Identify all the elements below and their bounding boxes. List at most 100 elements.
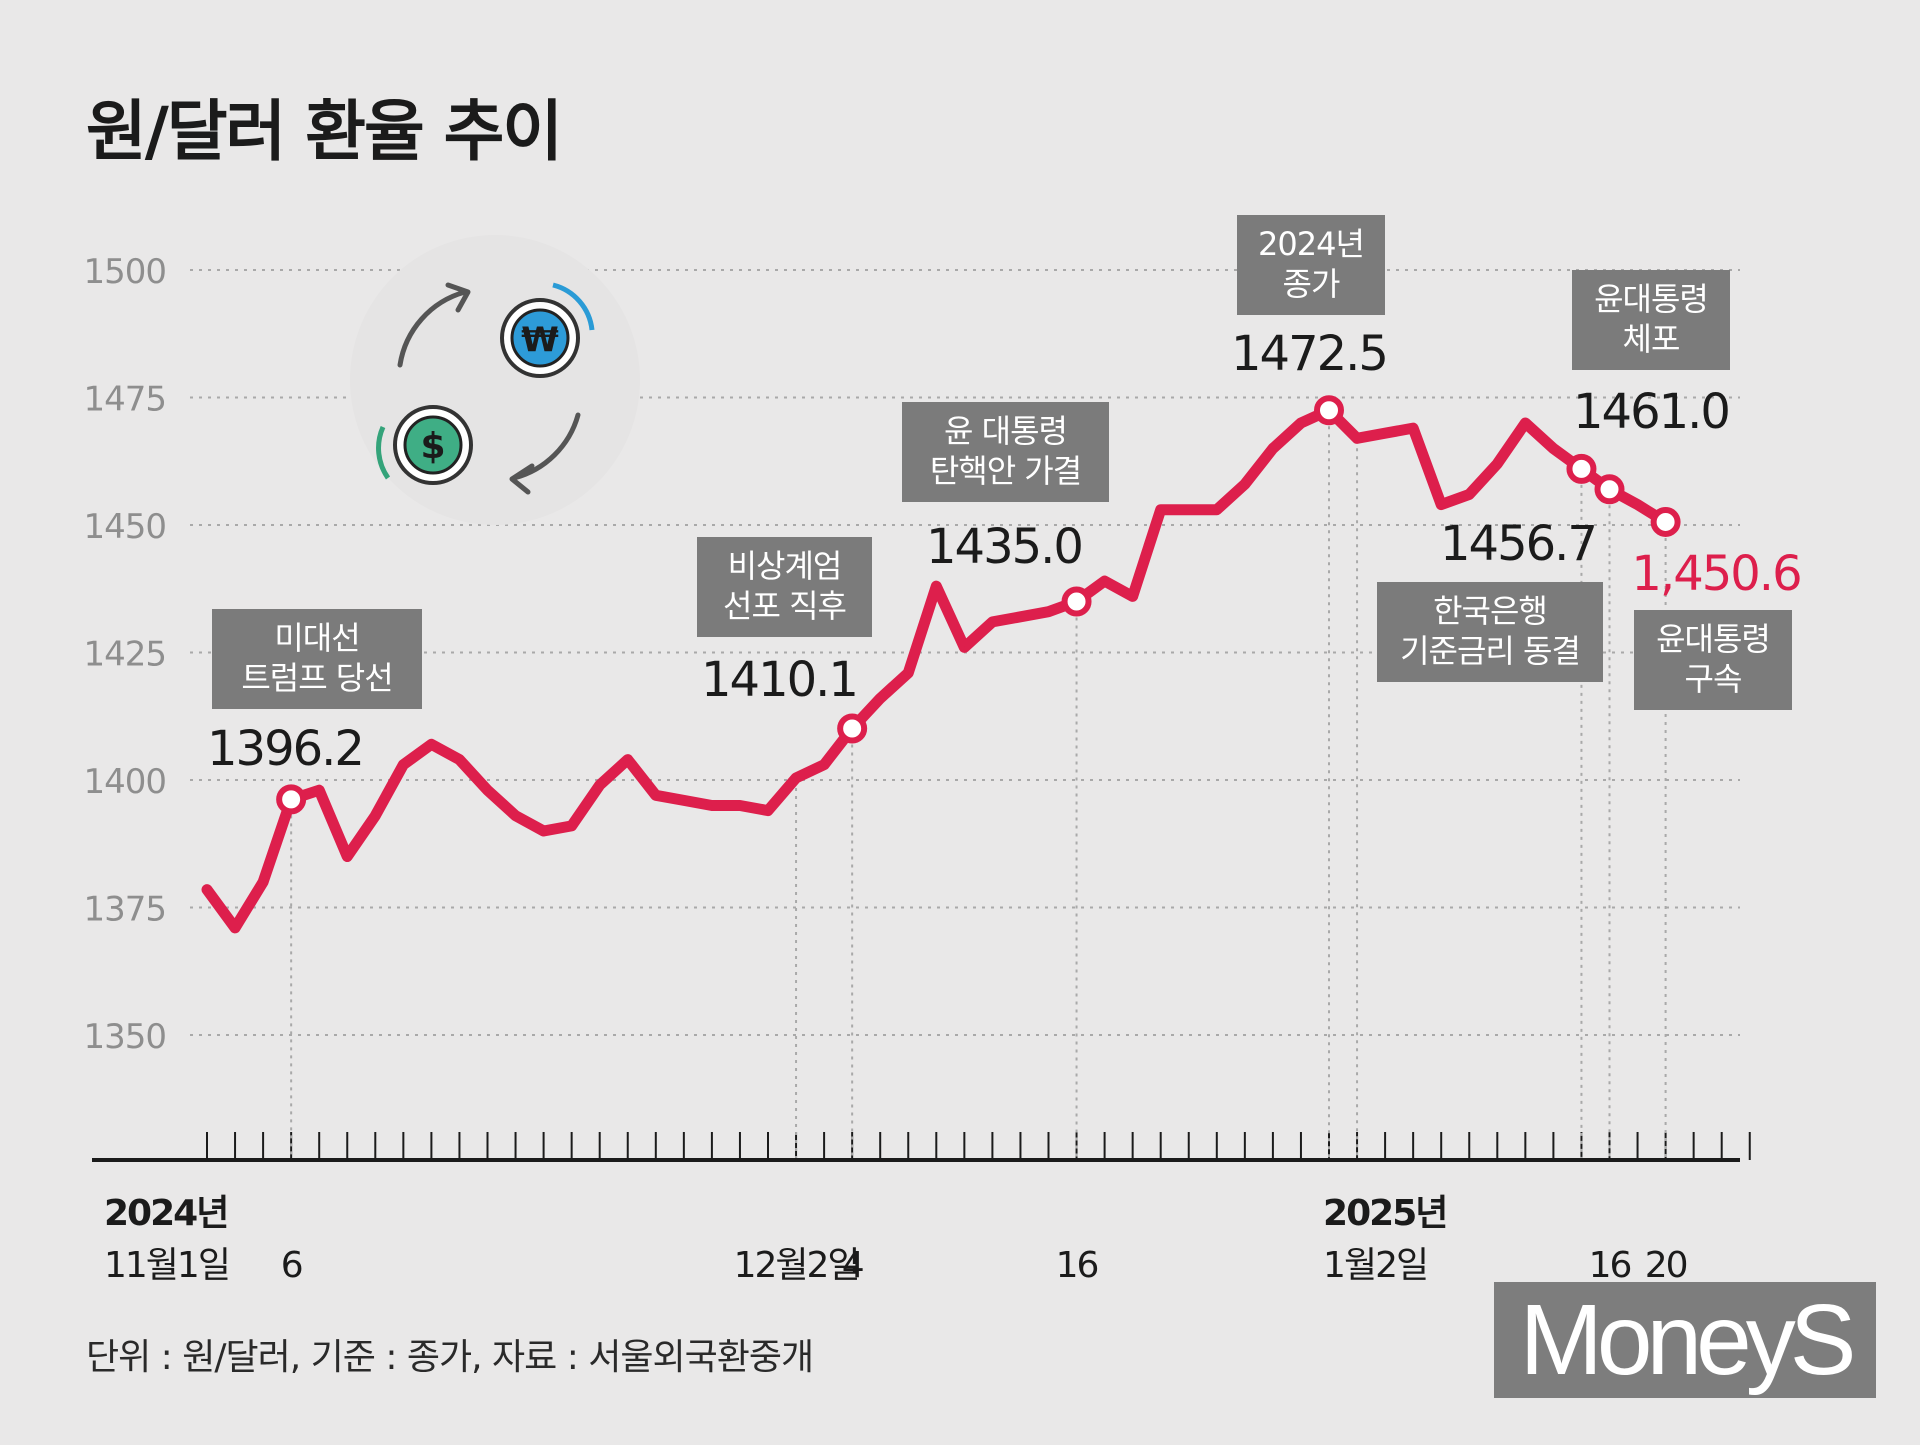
data-point bbox=[907, 672, 909, 674]
annotation-value: 1435.0 bbox=[926, 519, 1082, 575]
won-symbol: ₩ bbox=[521, 320, 559, 360]
annotation-value: 1456.7 bbox=[1440, 516, 1596, 572]
x-date-label: 1월2일 bbox=[1323, 1245, 1427, 1286]
x-date-label: 4 bbox=[842, 1245, 863, 1286]
data-point bbox=[1216, 509, 1218, 511]
chart-title: 원/달러 환율 추이 bbox=[86, 93, 563, 170]
data-marker bbox=[1566, 453, 1597, 484]
data-point bbox=[1104, 580, 1106, 582]
data-point bbox=[262, 881, 264, 883]
data-point bbox=[1244, 483, 1246, 485]
data-marker bbox=[837, 713, 868, 744]
data-point bbox=[458, 759, 460, 761]
data-point bbox=[515, 815, 517, 817]
x-year-label: 2025년 bbox=[1323, 1193, 1446, 1234]
dollar-coin-arc bbox=[376, 425, 391, 480]
data-point bbox=[991, 621, 993, 623]
data-point bbox=[206, 889, 208, 891]
data-point bbox=[1160, 509, 1162, 511]
annotation-label: 선포 직후 bbox=[723, 587, 846, 625]
data-point bbox=[1468, 493, 1470, 495]
annotation-label: 비상계엄 bbox=[728, 547, 842, 585]
x-year-label: 2024년 bbox=[104, 1193, 227, 1234]
data-point bbox=[1048, 611, 1049, 613]
annotation-label: 한국은행 bbox=[1433, 592, 1547, 630]
annotation-box bbox=[1634, 610, 1792, 710]
annotation-label: 트럼프 당선 bbox=[241, 659, 392, 697]
y-tick-label: 1500 bbox=[83, 252, 166, 292]
data-marker bbox=[1314, 395, 1344, 426]
data-point bbox=[599, 784, 601, 786]
annotation-label: 윤 대통령 bbox=[944, 412, 1067, 450]
dollar-symbol: $ bbox=[420, 426, 445, 467]
annotation-label: 미대선 bbox=[274, 619, 359, 657]
annotation-label: 2024년 bbox=[1258, 225, 1364, 263]
data-point bbox=[234, 927, 236, 929]
x-date-label: 20 bbox=[1645, 1245, 1687, 1286]
data-point bbox=[935, 585, 937, 587]
data-point bbox=[1356, 437, 1358, 439]
data-point bbox=[627, 759, 629, 761]
data-point bbox=[1412, 427, 1414, 429]
x-date-label: 16 bbox=[1589, 1245, 1631, 1286]
annotation-label: 구속 bbox=[1685, 660, 1742, 698]
data-point bbox=[739, 805, 741, 806]
data-point bbox=[1637, 504, 1639, 506]
data-point bbox=[823, 764, 825, 766]
currency-exchange-icon: ₩$ bbox=[350, 235, 640, 525]
arrow-top-head bbox=[445, 282, 471, 313]
data-point bbox=[1496, 463, 1498, 465]
data-point bbox=[430, 743, 432, 745]
data-point bbox=[318, 789, 320, 791]
annotation-box bbox=[1377, 582, 1603, 682]
data-point bbox=[1300, 422, 1302, 424]
annotation-label: 윤대통령 bbox=[1656, 620, 1770, 658]
x-date-label: 6 bbox=[281, 1245, 302, 1286]
source-note: 단위 : 원/달러, 기준 : 종가, 자료 : 서울외국환중개 bbox=[86, 1337, 814, 1378]
annotation-label: 윤대통령 bbox=[1594, 280, 1708, 318]
data-point bbox=[767, 810, 769, 812]
data-point bbox=[683, 799, 685, 801]
data-point bbox=[374, 815, 376, 817]
dollar-coin bbox=[403, 415, 463, 475]
data-point bbox=[487, 789, 488, 791]
arrow-bottom bbox=[511, 412, 581, 481]
y-tick-label: 1450 bbox=[83, 507, 166, 547]
data-point bbox=[402, 764, 404, 766]
y-tick-label: 1375 bbox=[83, 890, 166, 930]
y-tick-label: 1400 bbox=[83, 762, 166, 802]
won-coin bbox=[510, 308, 570, 368]
data-point bbox=[1440, 504, 1442, 506]
y-tick-label: 1350 bbox=[83, 1017, 166, 1057]
data-point bbox=[1272, 448, 1274, 449]
annotation-label: 종가 bbox=[1283, 265, 1340, 303]
data-point bbox=[543, 830, 545, 832]
moneys-logo: MoneyS bbox=[1494, 1282, 1876, 1398]
annotation-value: 1,450.6 bbox=[1631, 546, 1800, 602]
data-point bbox=[655, 794, 657, 796]
icon-backdrop bbox=[350, 235, 640, 525]
data-point bbox=[1019, 616, 1021, 618]
annotation-value: 1410.1 bbox=[701, 652, 857, 708]
data-point bbox=[879, 697, 881, 699]
annotation-box bbox=[697, 537, 872, 637]
y-axis-ticks: 1500 1475 1450 1425 1400 1375 1350 bbox=[83, 252, 167, 1057]
annotation-value: 1472.5 bbox=[1231, 326, 1387, 382]
data-point bbox=[1188, 509, 1190, 511]
annotation-label: 체포 bbox=[1623, 320, 1680, 358]
annotation-label: 탄핵안 가결 bbox=[930, 452, 1081, 490]
data-marker bbox=[1061, 586, 1092, 617]
data-point bbox=[963, 646, 965, 648]
data-point bbox=[795, 777, 797, 779]
annotation-value: 1461.0 bbox=[1573, 384, 1729, 440]
marker-group bbox=[276, 395, 1681, 815]
x-date-label: 11월1일 bbox=[104, 1245, 229, 1286]
x-date-label: 12월2일 bbox=[734, 1245, 859, 1286]
arrow-top bbox=[397, 289, 468, 368]
data-point bbox=[1384, 432, 1386, 434]
arrow-bottom-head bbox=[509, 463, 535, 495]
x-date-label: 16 bbox=[1056, 1245, 1098, 1286]
data-point bbox=[346, 856, 348, 857]
data-point bbox=[1132, 595, 1134, 597]
